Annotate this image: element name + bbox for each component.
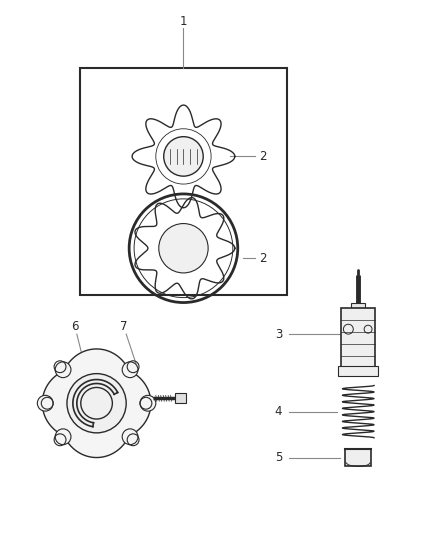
Bar xyxy=(175,393,187,403)
Circle shape xyxy=(55,362,71,378)
Text: 4: 4 xyxy=(275,405,282,418)
Circle shape xyxy=(122,362,138,378)
Bar xyxy=(339,366,378,376)
Bar xyxy=(80,68,287,295)
Bar xyxy=(346,449,371,466)
Text: 2: 2 xyxy=(259,252,267,264)
Circle shape xyxy=(37,395,53,411)
Circle shape xyxy=(159,223,208,273)
Text: 3: 3 xyxy=(275,328,282,341)
Bar xyxy=(342,309,375,368)
Circle shape xyxy=(67,374,126,433)
Text: 2: 2 xyxy=(259,150,267,163)
Text: 5: 5 xyxy=(275,451,282,464)
Text: 1: 1 xyxy=(180,14,187,28)
Circle shape xyxy=(140,395,156,411)
Text: 6: 6 xyxy=(71,320,78,333)
Circle shape xyxy=(164,136,203,176)
Circle shape xyxy=(55,429,71,445)
Text: 7: 7 xyxy=(120,320,128,333)
Bar xyxy=(351,303,365,309)
Circle shape xyxy=(122,429,138,445)
Polygon shape xyxy=(42,349,151,457)
